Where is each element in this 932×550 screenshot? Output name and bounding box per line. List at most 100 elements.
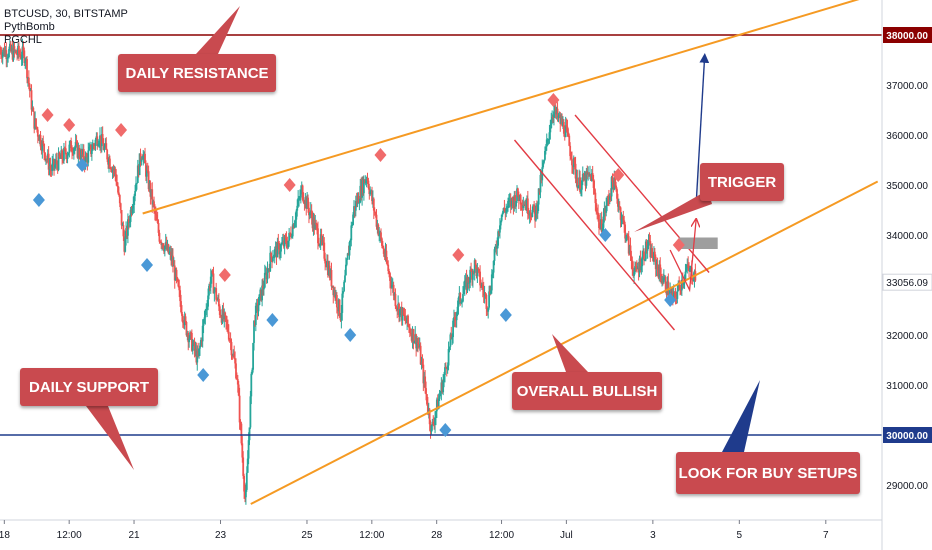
- candle-body: [499, 220, 502, 226]
- candle-body: [77, 147, 80, 158]
- candle-body: [281, 240, 284, 244]
- candle-body: [687, 264, 690, 268]
- trigger-pointer: [634, 190, 712, 232]
- candle-body: [434, 417, 436, 425]
- candle-body: [7, 57, 10, 59]
- candle-body: [232, 353, 235, 356]
- candle-body: [116, 182, 118, 186]
- candle-body: [337, 299, 340, 312]
- candle-body: [611, 177, 614, 182]
- pivot-high-marker: [547, 93, 560, 107]
- candle-body: [60, 150, 63, 159]
- candle-body: [245, 472, 248, 490]
- last-price-box: [882, 273, 932, 291]
- candle-body: [334, 290, 336, 299]
- candle-body: [592, 179, 595, 189]
- candle-body: [45, 158, 48, 160]
- candle-body: [143, 153, 146, 156]
- candle-body: [630, 255, 633, 261]
- candle-body: [250, 373, 253, 397]
- candle-body: [264, 272, 267, 274]
- candle-body: [15, 50, 18, 55]
- candle-body: [104, 143, 107, 147]
- candle-body: [105, 143, 108, 150]
- candle-body: [545, 139, 548, 147]
- candle-body: [478, 269, 481, 272]
- candle-body: [146, 170, 149, 172]
- price-axis[interactable]: 29000.00 31000.00 32000.00 33056.09 34000.00…: [882, 27, 932, 492]
- candle-body: [490, 274, 493, 291]
- candle-body: [395, 306, 398, 309]
- candle-body: [472, 271, 475, 273]
- candle-body: [635, 266, 637, 268]
- candle-body: [203, 317, 206, 321]
- candle-body: [335, 295, 338, 308]
- candle-body: [288, 233, 291, 241]
- candle-body: [321, 240, 324, 242]
- candle-body: [80, 149, 82, 160]
- candle-body: [378, 234, 381, 236]
- candle-body: [539, 174, 542, 193]
- candle-body: [458, 292, 461, 298]
- trigger-callout[interactable]: TRIGGER: [700, 163, 784, 201]
- daily-support-callout[interactable]: DAILY SUPPORT: [20, 368, 158, 406]
- candle-body: [416, 342, 418, 349]
- daily-resistance-callout[interactable]: DAILY RESISTANCE: [118, 54, 276, 92]
- candle-body: [420, 361, 423, 365]
- candle-body: [531, 209, 534, 217]
- candle-body: [629, 245, 632, 256]
- candle-body: [314, 222, 317, 230]
- candle-body: [54, 160, 57, 165]
- candle-body: [399, 307, 402, 310]
- candle-body: [249, 396, 252, 428]
- candle-body: [206, 306, 209, 310]
- candle-body: [471, 271, 474, 280]
- candle-body: [266, 269, 269, 280]
- candle-body: [373, 210, 376, 213]
- buy-setups-callout[interactable]: LOOK FOR BUY SETUPS: [676, 452, 860, 494]
- candle-body: [76, 142, 79, 158]
- candle-body: [616, 189, 618, 199]
- candle-body: [161, 243, 164, 245]
- candle-body: [290, 233, 292, 238]
- candle-body: [644, 259, 646, 261]
- candle-body: [13, 46, 16, 52]
- candle-body: [72, 151, 74, 154]
- candle-body: [548, 132, 551, 140]
- candle-body: [579, 177, 581, 193]
- candle-body: [596, 212, 599, 214]
- candle-body: [454, 319, 457, 321]
- candle-body: [131, 208, 134, 214]
- candle-body: [600, 219, 603, 233]
- candle-body: [621, 216, 624, 220]
- candle-body: [462, 289, 465, 295]
- candle-body: [417, 344, 420, 348]
- overall-bullish-callout[interactable]: OVERALL BULLISH: [512, 372, 662, 410]
- time-axis[interactable]: 18 12:00 21 23 25 12:00 28 12:00 Jul 3 5 7: [0, 520, 829, 541]
- candle-body: [349, 240, 352, 243]
- candle-body: [648, 240, 651, 242]
- pivot-high-marker: [218, 268, 231, 282]
- candle-body: [633, 272, 636, 276]
- candle-body: [64, 148, 67, 155]
- pivot-low-marker: [76, 158, 89, 172]
- candle-body: [464, 277, 467, 281]
- candle-body: [477, 268, 480, 270]
- candle-body: [263, 287, 265, 290]
- candle-body: [309, 210, 312, 213]
- candle-body: [556, 108, 559, 118]
- candle-body: [632, 269, 635, 276]
- projection-arrow: [695, 53, 710, 206]
- candle-body: [82, 149, 85, 161]
- candle-body: [422, 364, 425, 384]
- candle-body: [637, 267, 640, 273]
- candle-body: [484, 293, 487, 295]
- candle-body: [499, 225, 501, 233]
- candle-body: [75, 141, 78, 143]
- candle-body: [455, 312, 458, 321]
- candle-body: [435, 411, 437, 418]
- time-tick-label: 23: [215, 530, 227, 541]
- candle-body: [36, 129, 39, 137]
- candle-body: [497, 231, 500, 246]
